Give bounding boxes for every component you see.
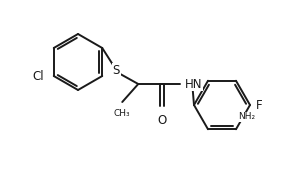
Text: O: O <box>158 114 167 127</box>
Text: CH₃: CH₃ <box>114 109 130 118</box>
Text: Cl: Cl <box>32 70 44 83</box>
Text: S: S <box>112 63 120 77</box>
Text: F: F <box>256 98 262 112</box>
Text: NH₂: NH₂ <box>238 112 255 121</box>
Text: HN: HN <box>185 78 203 90</box>
